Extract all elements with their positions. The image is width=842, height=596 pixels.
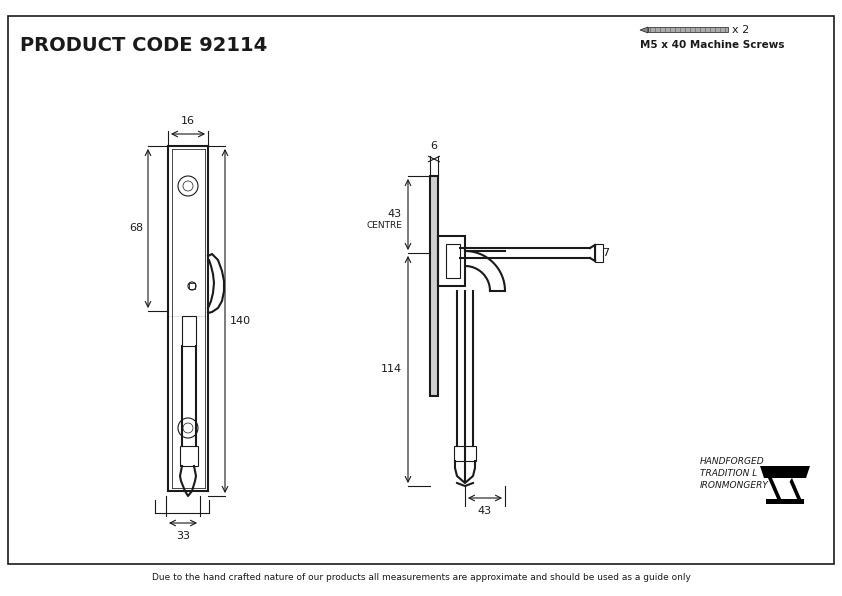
Bar: [595, 244, 603, 262]
Polygon shape: [768, 478, 782, 501]
Text: 43: 43: [388, 209, 402, 219]
Text: TRADITION L: TRADITION L: [700, 468, 757, 477]
Text: 140: 140: [230, 316, 251, 326]
Text: IRONMONGERY: IRONMONGERY: [700, 480, 769, 489]
Bar: [766, 499, 804, 504]
Text: PRODUCT CODE 92114: PRODUCT CODE 92114: [20, 36, 267, 55]
Text: 43: 43: [478, 506, 492, 516]
Polygon shape: [778, 478, 792, 488]
Polygon shape: [788, 478, 802, 501]
Bar: [648, 27, 728, 32]
Bar: [430, 176, 438, 396]
Bar: [446, 244, 460, 278]
Bar: [182, 316, 196, 346]
Text: 16: 16: [181, 116, 195, 126]
Polygon shape: [640, 27, 648, 33]
Text: 114: 114: [381, 365, 402, 374]
Polygon shape: [760, 466, 810, 478]
Bar: [438, 236, 465, 286]
Text: Due to the hand crafted nature of our products all measurements are approximate : Due to the hand crafted nature of our pr…: [152, 573, 690, 582]
Text: x 2: x 2: [732, 25, 749, 35]
Bar: [454, 446, 476, 461]
Bar: [189, 283, 195, 289]
Text: 6: 6: [430, 141, 438, 151]
Text: M5 x 40 Machine Screws: M5 x 40 Machine Screws: [640, 40, 785, 50]
Text: 33: 33: [176, 531, 190, 541]
Text: 7: 7: [602, 248, 609, 258]
Text: 68: 68: [129, 223, 143, 233]
Text: CENTRE: CENTRE: [366, 222, 402, 231]
Bar: [180, 446, 198, 466]
Text: HANDFORGED: HANDFORGED: [700, 457, 765, 465]
